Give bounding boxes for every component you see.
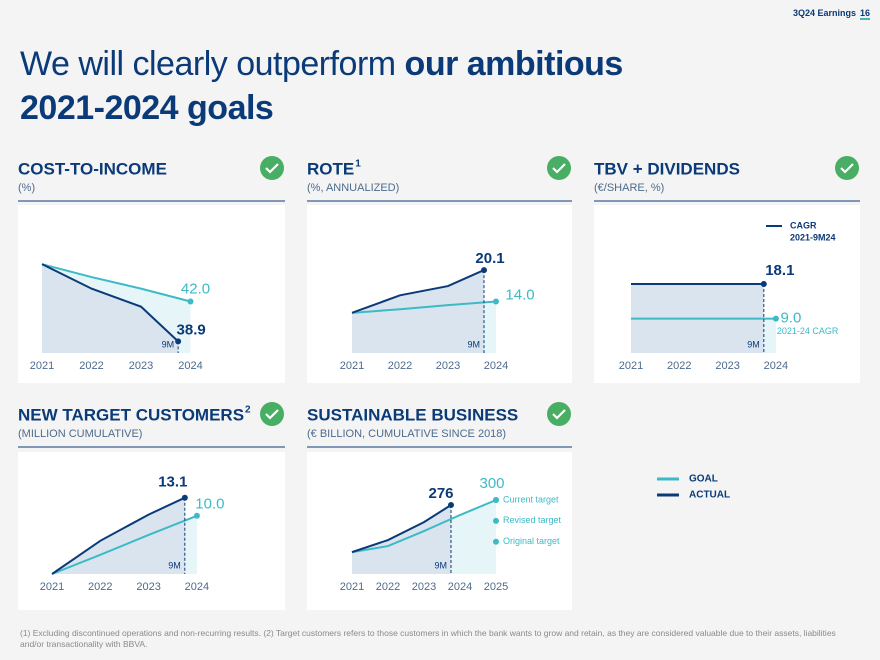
x-tick-label: 2022 [88, 581, 112, 593]
title-regular: We will clearly outperform [20, 45, 396, 83]
end-dot [187, 298, 194, 305]
check-mark [552, 163, 566, 174]
check-icon [835, 156, 859, 180]
x-tick-label: 2021 [619, 360, 643, 372]
value-label: 38.9 [177, 321, 206, 338]
line [51, 514, 198, 575]
x-tick-label: 2024 [178, 360, 202, 372]
header: 3Q24 Earnings 16 [792, 8, 870, 20]
x-tick-label: 2021 [340, 581, 364, 593]
x-tick-label: 2023 [412, 581, 436, 593]
title-note: 1 [355, 159, 361, 170]
end-dot [193, 512, 200, 519]
x-tick-label: 2022 [667, 360, 691, 372]
check-icon [547, 156, 571, 180]
target-dot [493, 517, 499, 524]
line [41, 263, 191, 303]
line [41, 263, 179, 343]
check-icon [260, 402, 284, 426]
page-number: 16 [859, 8, 870, 20]
line [51, 496, 186, 575]
end-dot [772, 315, 779, 322]
line [351, 269, 485, 314]
legend-label: ACTUAL [689, 490, 730, 501]
check-icon [260, 156, 284, 180]
x-tick-label: 2024 [484, 360, 508, 372]
chart-subtitle: (€/SHARE, %) [594, 182, 664, 194]
chart-title: ROTE [307, 159, 354, 178]
title-bold: 2021-2024 goals [20, 89, 274, 127]
chart-title: NEW TARGET CUSTOMERS [18, 405, 244, 424]
value-label: 42.0 [181, 280, 210, 297]
period-label: 9M [162, 339, 175, 349]
value-label: 9.0 [780, 310, 801, 327]
chart-subtitle: (MILLION CUMULATIVE) [18, 428, 142, 440]
chart-title: SUSTAINABLE BUSINESS [307, 405, 518, 424]
value-label: 276 [428, 485, 453, 502]
value-label: 20.1 [475, 250, 504, 267]
x-tick-label: 2023 [136, 581, 160, 593]
target-label: Current target [503, 494, 559, 504]
check-mark [265, 409, 279, 420]
value-label: 18.1 [765, 262, 794, 279]
check-icon [547, 402, 571, 426]
period-label: 9M [168, 560, 181, 570]
end-dot [493, 298, 499, 305]
title-bold: our ambitious [404, 45, 624, 83]
target-dot [493, 538, 499, 545]
footnote: (1) Excluding discontinued operations an… [20, 628, 836, 649]
value-label: 10.0 [195, 496, 224, 513]
line [351, 300, 497, 314]
chart-subtitle: (€ BILLION, CUMULATIVE SINCE 2018) [307, 428, 506, 440]
value-label: 13.1 [158, 474, 187, 491]
target-dot [493, 497, 499, 504]
chart-subtitle: (%, ANNUALIZED) [307, 182, 399, 194]
slide-title: We will clearly outperform our ambitious… [20, 42, 860, 130]
legend-label: GOAL [689, 474, 718, 485]
value-label: 14.0 [505, 286, 534, 303]
goal-note: 2021-24 CAGR [777, 326, 839, 336]
x-tick-label: 2024 [764, 360, 788, 372]
x-tick-label: 2021 [40, 581, 64, 593]
x-tick-label: 2024 [185, 581, 209, 593]
check-mark [840, 163, 854, 174]
value-label: 300 [479, 475, 504, 492]
area [352, 270, 484, 353]
x-tick-label: 2023 [129, 360, 153, 372]
target-label: Revised target [503, 515, 562, 525]
period-label: 9M [467, 339, 480, 349]
chart-subtitle: (%) [18, 182, 35, 194]
x-tick-label: 2024 [448, 581, 472, 593]
check-mark [552, 409, 566, 420]
area [42, 264, 179, 353]
period-label: 9M [434, 560, 447, 570]
x-tick-label: 2021 [340, 360, 364, 372]
x-tick-label: 2023 [436, 360, 460, 372]
area [52, 497, 185, 574]
header-label: 3Q24 Earnings [792, 8, 856, 18]
line [351, 499, 497, 554]
x-tick-label: 2022 [79, 360, 103, 372]
x-tick-label: 2022 [376, 581, 400, 593]
x-tick-label: 2022 [388, 360, 412, 372]
legend-label: 2021-9M24 [790, 232, 836, 242]
target-label: Original target [503, 536, 560, 546]
x-tick-label: 2023 [715, 360, 739, 372]
line [351, 504, 452, 554]
chart-title: TBV + DIVIDENDS [594, 159, 740, 178]
title-note: 2 [245, 405, 251, 416]
chart-title: COST-TO-INCOME [18, 159, 167, 178]
x-tick-label: 2025 [484, 581, 508, 593]
x-tick-label: 2021 [30, 360, 54, 372]
period-label: 9M [747, 339, 760, 349]
legend-label: CAGR [790, 220, 817, 230]
check-mark [265, 163, 279, 174]
